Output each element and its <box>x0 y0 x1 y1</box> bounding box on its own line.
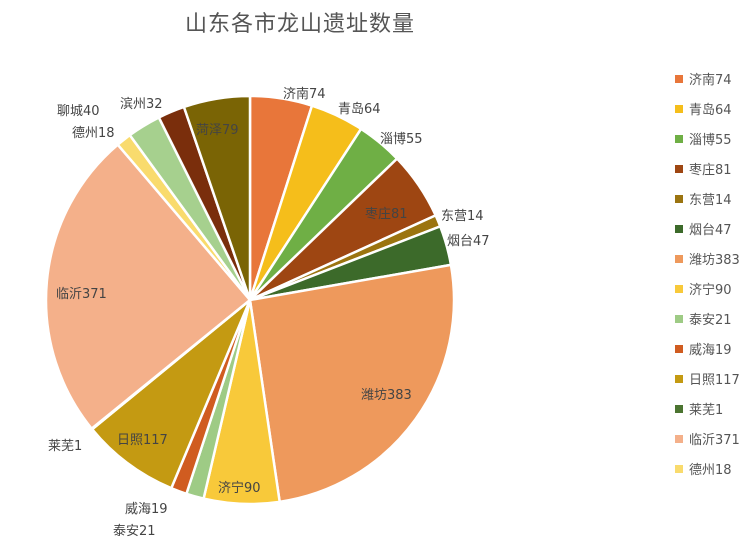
legend-label-临沂: 临沂371 <box>689 433 740 448</box>
data-label-潍坊: 潍坊383 <box>361 388 412 403</box>
legend-swatch-德州 <box>675 465 683 473</box>
data-label-青岛: 青岛64 <box>338 101 381 117</box>
data-label-烟台: 烟台47 <box>447 234 490 249</box>
legend-swatch-泰安 <box>675 315 683 323</box>
legend-label-烟台: 烟台47 <box>689 223 732 238</box>
legend-label-济南: 济南74 <box>689 72 732 88</box>
chart-title: 山东各市龙山遗址数量 <box>184 12 415 37</box>
data-label-德州: 德州18 <box>72 126 115 141</box>
data-label-临沂: 临沂371 <box>56 287 107 302</box>
legend-label-泰安: 泰安21 <box>689 313 732 328</box>
pie-slice-菏泽 <box>182 94 252 301</box>
legend-label-莱芜: 莱芜1 <box>689 403 723 418</box>
pie-slice-临沂 <box>44 142 252 431</box>
legend-label-淄博: 淄博55 <box>689 133 732 148</box>
pie-slice-日照 <box>90 299 252 490</box>
legend-swatch-淄博 <box>675 135 683 143</box>
data-label-威海: 威海19 <box>125 502 168 517</box>
data-label-莱芜: 莱芜1 <box>48 439 82 454</box>
legend-swatch-烟台 <box>675 225 683 233</box>
legend-label-青岛: 青岛64 <box>689 102 732 118</box>
data-label-济宁: 济宁90 <box>218 480 261 496</box>
legend-swatch-东营 <box>675 195 683 203</box>
legend-swatch-临沂 <box>675 435 683 443</box>
data-label-济南: 济南74 <box>283 86 326 102</box>
legend-swatch-威海 <box>675 345 683 353</box>
legend-label-东营: 东营14 <box>689 193 732 208</box>
legend-label-济宁: 济宁90 <box>689 282 732 298</box>
data-label-聊城: 聊城40 <box>57 104 100 119</box>
data-label-枣庄: 枣庄81 <box>365 206 408 222</box>
pie-slice-潍坊 <box>248 263 456 504</box>
data-label-滨州: 滨州32 <box>120 96 163 112</box>
legend-label-枣庄: 枣庄81 <box>689 162 732 178</box>
legend-label-威海: 威海19 <box>689 343 732 358</box>
legend-swatch-潍坊 <box>675 255 683 263</box>
legend-swatch-济宁 <box>675 285 683 293</box>
data-label-泰安: 泰安21 <box>113 524 156 539</box>
data-label-菏泽: 菏泽79 <box>196 123 239 138</box>
legend-swatch-日照 <box>675 375 683 383</box>
legend-swatch-莱芜 <box>675 405 683 413</box>
legend-label-日照: 日照117 <box>689 373 740 388</box>
legend-swatch-青岛 <box>675 105 683 113</box>
data-label-东营: 东营14 <box>441 209 484 224</box>
legend-swatch-枣庄 <box>675 165 683 173</box>
data-label-淄博: 淄博55 <box>380 132 423 147</box>
legend-swatch-济南 <box>675 75 683 83</box>
legend-label-德州: 德州18 <box>689 463 732 478</box>
legend-label-潍坊: 潍坊383 <box>689 253 740 268</box>
data-label-日照: 日照117 <box>117 433 168 448</box>
